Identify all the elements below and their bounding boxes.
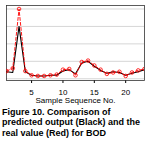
svg-text:Sample Sequence No.: Sample Sequence No. bbox=[35, 96, 115, 105]
html-text:Figure 10. Comparison of predi: Figure 10. Comparison of predicted outpu… bbox=[2, 107, 140, 138]
svg-text:10: 10 bbox=[58, 88, 68, 98]
svg-text:15: 15 bbox=[89, 88, 99, 98]
svg-text:5: 5 bbox=[29, 88, 34, 97]
svg-text:20: 20 bbox=[121, 88, 130, 97]
